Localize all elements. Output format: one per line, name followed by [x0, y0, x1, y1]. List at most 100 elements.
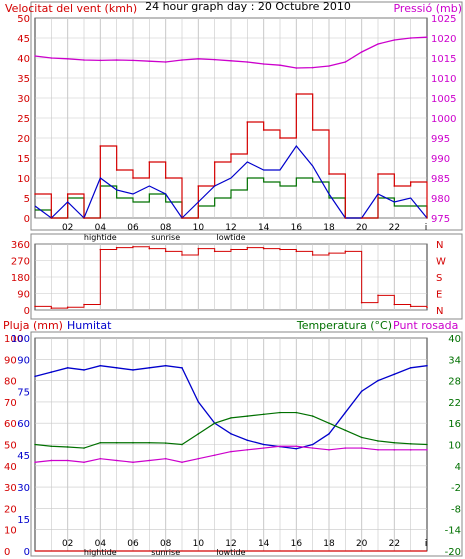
wind-gust-point — [344, 217, 347, 219]
x-tick-label-bottom: 20 — [356, 539, 368, 549]
wind-gust-point — [377, 173, 379, 175]
humidity-tick-label: 0 — [24, 547, 30, 558]
pressure-point — [50, 57, 53, 59]
wind-direction-point — [230, 248, 232, 251]
wind-gust-point — [409, 181, 412, 183]
x-annotation-label-bottom: sunrise — [151, 548, 180, 557]
x-annotation-label: hightide — [84, 233, 117, 242]
y-tick-label: 15 — [17, 154, 30, 165]
dewpoint-point — [197, 457, 200, 460]
humidity-point — [360, 390, 363, 393]
y2-tick-label: 1005 — [431, 94, 456, 105]
temperature-point — [262, 413, 265, 416]
dewpoint-point — [295, 445, 298, 448]
rain-tick-label: 50 — [4, 441, 17, 452]
wind-direction-point — [393, 303, 396, 306]
temperature-point — [99, 441, 102, 444]
direction-tick-label: 270 — [11, 257, 30, 268]
x-annotation-label-bottom: lowtide — [216, 548, 245, 557]
dewpoint-point — [360, 447, 363, 449]
dewpoint-point — [328, 449, 330, 451]
y2-tick-label: 985 — [431, 174, 450, 185]
x-tick-label-bottom: 18 — [323, 539, 335, 549]
humidity-point — [311, 443, 314, 446]
temperature-point — [360, 436, 363, 439]
x-tick-label: 04 — [95, 223, 107, 233]
wind-gust-point — [328, 173, 330, 175]
wind-direction-point — [360, 301, 363, 304]
wind-direction-point — [311, 254, 314, 256]
pressure-point — [99, 59, 102, 62]
humidity-point — [230, 433, 232, 435]
wind-direction-point — [50, 307, 53, 309]
dewpoint-point — [181, 461, 183, 464]
rain-tick-label: 70 — [4, 398, 17, 409]
wind-direction-point — [181, 254, 183, 256]
x-tick-label-bottom: 06 — [127, 539, 139, 549]
dewpoint-point — [34, 461, 36, 464]
wind-direction-point — [164, 250, 167, 253]
pressure-point — [295, 67, 298, 69]
wind-direction-point — [132, 245, 134, 248]
wind-axis-title: Velocitat del vent (kmh) — [5, 2, 137, 15]
temperature-point — [115, 441, 118, 444]
pressure-point — [83, 59, 85, 61]
temperature-point — [197, 433, 200, 435]
temperature-tick-label: -2 — [451, 483, 461, 494]
temperature-point — [311, 415, 314, 417]
series-wind-gust — [35, 93, 428, 219]
humidity-point — [393, 373, 396, 376]
rain-tick-label: 30 — [4, 483, 17, 494]
x-tick-label-bottom: 08 — [160, 539, 172, 549]
compass-label: E — [436, 290, 442, 301]
x-tick-label: 22 — [389, 223, 400, 233]
humidity-point — [50, 371, 53, 373]
wind-direction-point — [344, 250, 347, 253]
temperature-point — [148, 441, 151, 444]
compass-label: N — [436, 306, 443, 317]
temperature-point — [34, 443, 36, 446]
dewpoint-point — [311, 447, 314, 449]
pressure-point — [34, 55, 36, 57]
x-tick-label: 16 — [291, 223, 303, 233]
compass-label: S — [436, 273, 442, 284]
humidity-point — [328, 433, 330, 435]
pressure-point — [148, 60, 151, 62]
temperature-tick-label: 4 — [455, 462, 461, 473]
temperature-point — [132, 441, 134, 444]
dewpoint-point — [393, 449, 396, 451]
dewpoint-point — [83, 461, 85, 464]
pressure-point — [246, 61, 249, 63]
wind-gust-point — [66, 193, 69, 195]
y2-tick-label: 1015 — [431, 54, 456, 65]
wind-direction-point — [34, 305, 36, 308]
humidity-point — [164, 364, 167, 367]
pressure-point — [409, 37, 412, 39]
pressure-axis-title: Pressió (mb) — [393, 2, 462, 15]
compass-label: W — [436, 257, 446, 268]
pressure-point — [230, 60, 232, 62]
dewpoint-axis-title: Punt rosada — [393, 319, 458, 332]
humidity-tick-label: 100 — [11, 334, 30, 345]
pressure-point — [377, 43, 379, 45]
temperature-tick-label: -8 — [451, 504, 461, 515]
wind-gust-point — [99, 145, 102, 147]
dewpoint-point — [279, 445, 281, 448]
temperature-tick-label: 28 — [448, 377, 461, 388]
y2-tick-label: 1010 — [431, 74, 456, 85]
wind-gust-point — [50, 217, 53, 219]
humidity-point — [377, 379, 379, 382]
humidity-point — [34, 375, 36, 378]
temperature-point — [409, 442, 412, 445]
temperature-point — [328, 422, 330, 425]
wind-gust-point — [181, 217, 183, 219]
x-tick-label: 14 — [258, 223, 270, 233]
wind-gust-point — [213, 161, 216, 163]
humidity-point — [246, 439, 249, 442]
rain-tick-label: 100 — [4, 334, 23, 345]
x-tick-label: 02 — [62, 223, 73, 233]
temperature-point — [377, 440, 379, 442]
y-tick-label: 45 — [17, 34, 30, 45]
pressure-point — [164, 61, 167, 63]
